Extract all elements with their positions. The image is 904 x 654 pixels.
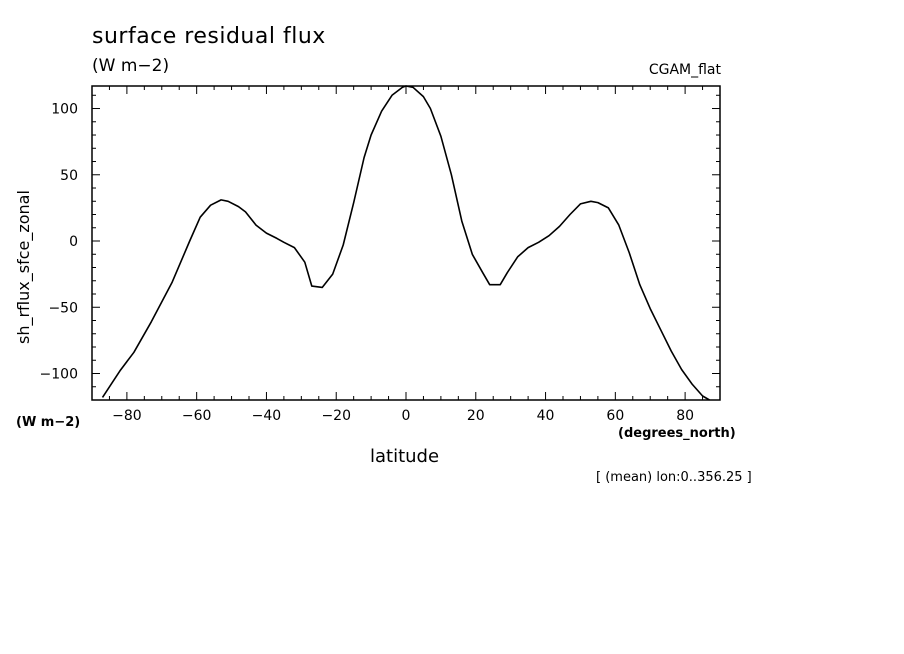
x-axis-label: latitude <box>370 446 440 467</box>
x-tick-label: −80 <box>112 408 142 424</box>
x-tick-label: 20 <box>467 408 485 424</box>
x-tick-label: −40 <box>252 408 282 424</box>
y-tick-label: 50 <box>60 168 78 184</box>
title-units: (W m−2) <box>92 56 170 76</box>
x-tick-label: −60 <box>182 408 212 424</box>
y-tick-label: −50 <box>48 300 78 316</box>
x-tick-label: 60 <box>606 408 624 424</box>
y-axis-units: (W m−2) <box>16 415 81 430</box>
series-line <box>101 85 710 401</box>
y-tick-label: −100 <box>40 367 78 383</box>
averaging-note: [ (mean) lon:0..356.25 ] <box>596 470 752 485</box>
y-tick-label: 0 <box>69 234 78 250</box>
x-tick-label: −20 <box>321 408 351 424</box>
x-tick-label: 80 <box>676 408 694 424</box>
chart-title: surface residual flux <box>92 24 326 49</box>
dataset-label: CGAM_flat <box>648 62 721 78</box>
x-axis-units: (degrees_north) <box>618 426 736 441</box>
x-tick-label: 0 <box>402 408 411 424</box>
y-tick-label: 100 <box>51 102 78 118</box>
x-tick-label: 40 <box>537 408 555 424</box>
